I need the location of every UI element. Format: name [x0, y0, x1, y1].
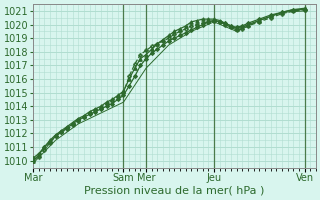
- X-axis label: Pression niveau de la mer( hPa ): Pression niveau de la mer( hPa ): [84, 186, 265, 196]
